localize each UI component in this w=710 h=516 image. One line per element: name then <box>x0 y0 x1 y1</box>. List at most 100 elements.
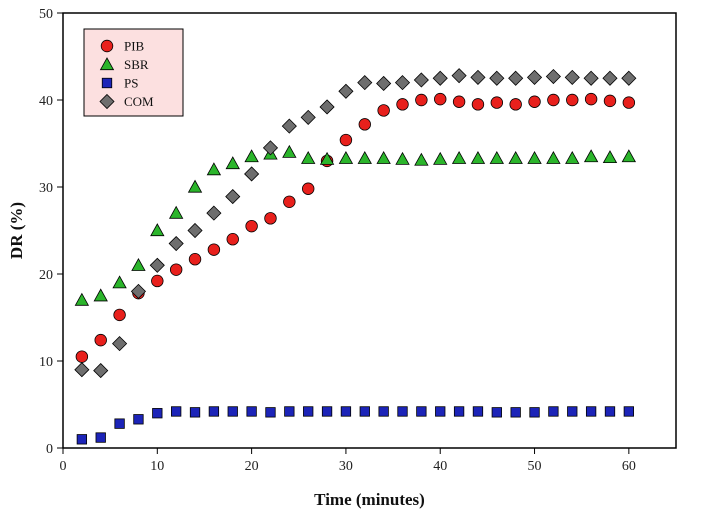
point-ps <box>114 418 125 429</box>
point-com <box>357 75 373 91</box>
point-sbr <box>206 162 222 176</box>
point-ps <box>340 406 352 417</box>
point-ps <box>303 406 314 417</box>
point-sbr <box>112 275 127 289</box>
point-sbr <box>357 150 372 164</box>
point-pib <box>490 96 504 109</box>
point-pib <box>377 104 390 117</box>
point-com <box>489 70 505 86</box>
point-pib <box>434 92 447 106</box>
point-pib <box>452 95 466 108</box>
point-ps <box>510 407 521 418</box>
point-sbr <box>74 292 90 306</box>
point-com <box>187 222 203 239</box>
point-pib <box>207 243 221 256</box>
point-sbr <box>433 151 448 165</box>
point-pib <box>547 93 560 107</box>
point-sbr <box>621 149 637 163</box>
point-ps <box>472 406 484 417</box>
legend-marker-sbr <box>99 57 115 71</box>
point-ps <box>133 414 144 425</box>
point-com <box>564 69 580 85</box>
point-com <box>545 68 561 85</box>
y-tick-label: 40 <box>39 94 53 109</box>
point-com <box>470 69 486 85</box>
point-ps <box>189 407 201 418</box>
point-pib <box>188 253 202 266</box>
point-ps <box>416 406 427 417</box>
legend-label-com: COM <box>124 94 154 109</box>
point-pib <box>75 350 89 363</box>
point-com <box>262 140 279 156</box>
x-tick-label: 50 <box>528 459 542 474</box>
series-sbr <box>74 144 637 306</box>
point-sbr <box>131 257 146 271</box>
point-ps <box>623 406 634 417</box>
point-ps <box>321 406 333 417</box>
point-com <box>621 70 637 86</box>
x-tick-label: 10 <box>150 459 164 474</box>
point-ps <box>548 406 559 417</box>
legend-marker-com <box>99 93 115 110</box>
point-com <box>74 362 90 378</box>
point-ps <box>152 408 163 419</box>
point-com <box>583 70 599 86</box>
point-pib <box>113 308 126 322</box>
point-ps <box>76 434 88 445</box>
point-com <box>149 257 165 273</box>
point-sbr <box>395 151 410 165</box>
point-ps <box>246 406 257 417</box>
y-tick-label: 10 <box>39 355 53 370</box>
point-ps <box>208 406 220 417</box>
point-com <box>319 99 335 115</box>
legend-label-pib: PIB <box>124 39 145 54</box>
point-com <box>376 75 392 92</box>
point-sbr <box>546 150 561 164</box>
point-ps <box>604 406 616 417</box>
point-com <box>244 166 260 182</box>
point-com <box>168 235 184 252</box>
point-com <box>93 363 109 379</box>
point-sbr <box>338 150 354 164</box>
point-pib <box>622 96 636 109</box>
y-tick-label: 20 <box>39 268 53 283</box>
point-ps <box>95 432 106 443</box>
point-sbr <box>565 150 580 164</box>
point-pib <box>94 333 107 347</box>
series-ps <box>76 406 634 445</box>
point-sbr <box>489 150 504 164</box>
point-ps <box>397 406 408 417</box>
point-com <box>394 75 411 91</box>
y-tick-label: 50 <box>39 7 53 22</box>
point-pib <box>302 182 315 195</box>
point-sbr <box>301 150 316 164</box>
x-tick-label: 30 <box>339 459 353 474</box>
point-sbr <box>93 288 108 302</box>
point-com <box>112 336 128 352</box>
point-ps <box>284 406 295 417</box>
point-sbr <box>168 205 184 219</box>
point-ps <box>265 407 276 418</box>
x-tick-label: 60 <box>622 459 636 474</box>
x-tick-label: 40 <box>433 459 447 474</box>
y-tick-label: 0 <box>46 442 53 457</box>
data-marks <box>74 68 637 445</box>
point-sbr <box>451 150 467 164</box>
x-axis-title: Time (minutes) <box>314 490 425 509</box>
point-sbr <box>150 223 165 237</box>
point-com <box>602 70 618 86</box>
point-ps <box>585 406 597 417</box>
point-ps <box>227 406 238 417</box>
point-pib <box>283 195 296 208</box>
y-tick-label: 30 <box>39 181 53 196</box>
point-com <box>130 283 147 299</box>
legend: PIB SBR PS COM <box>83 28 184 117</box>
point-sbr <box>602 150 618 164</box>
legend-label-ps: PS <box>124 76 138 91</box>
point-ps <box>378 406 389 417</box>
point-ps <box>567 406 578 417</box>
point-sbr <box>244 149 259 163</box>
point-com <box>432 70 448 86</box>
point-pib <box>264 212 277 225</box>
